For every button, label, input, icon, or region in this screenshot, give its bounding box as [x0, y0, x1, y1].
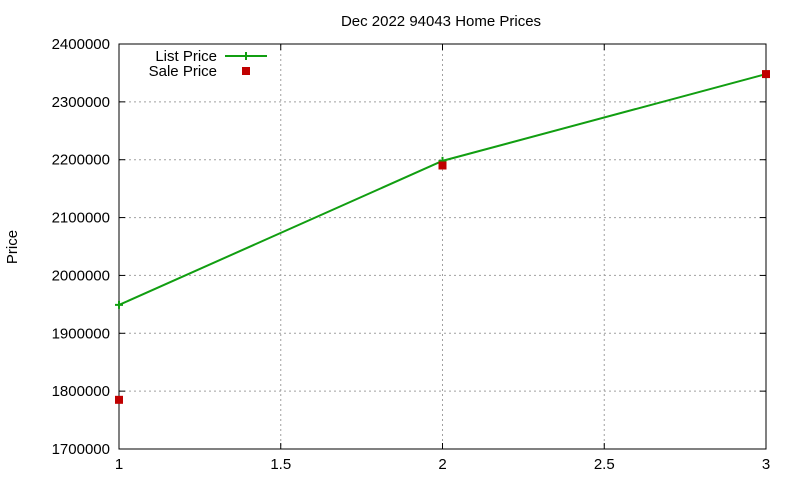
data-point-sale-price	[762, 70, 770, 79]
y-axis-label: Price	[4, 230, 21, 264]
data-point-list-price	[115, 300, 123, 309]
data-point-sale-price	[438, 161, 447, 170]
y-tick-label: 2000000	[52, 267, 110, 284]
y-tick-label: 2400000	[52, 36, 110, 53]
x-tick-label: 3	[762, 456, 770, 473]
legend-label: Sale Price	[149, 63, 217, 80]
chart-title: Dec 2022 94043 Home Prices	[341, 13, 541, 30]
y-tick-label: 1800000	[52, 383, 110, 400]
data-point-sale-price	[115, 395, 123, 404]
x-tick-label: 1.5	[270, 456, 291, 473]
x-tick-label: 2.5	[594, 456, 615, 473]
legend-swatch-marker	[242, 52, 250, 60]
y-tick-label: 2100000	[52, 210, 110, 227]
y-tick-label: 2300000	[52, 94, 110, 111]
x-tick-label: 2	[438, 456, 446, 473]
x-tick-label: 1	[115, 456, 123, 473]
legend-swatch-marker	[242, 67, 250, 75]
y-tick-label: 1900000	[52, 325, 110, 342]
axes: 1700000 1800000 1900000 2000000 2100000 22000…	[52, 36, 771, 473]
plot-area	[115, 70, 770, 404]
grid-lines	[119, 44, 766, 449]
y-tick-label: 1700000	[52, 441, 110, 458]
legend-label: List Price	[155, 48, 217, 65]
plot-border	[118, 43, 767, 450]
y-tick-label: 2200000	[52, 152, 110, 169]
